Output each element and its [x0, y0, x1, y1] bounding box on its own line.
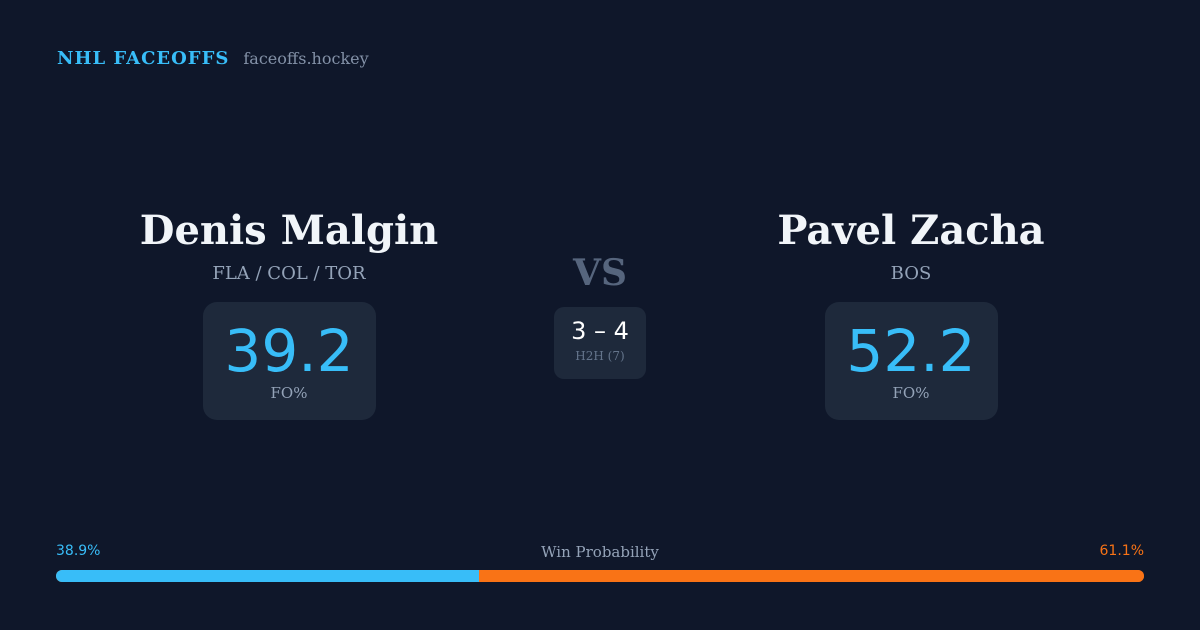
player-2-fo-label: FO% [892, 384, 930, 402]
win-prob-bar-right [479, 570, 1144, 582]
win-prob-bar-left [56, 570, 480, 582]
player-2-panel: Pavel Zacha BOS 52.2 FO% [701, 205, 1121, 420]
player-1-fo-label: FO% [270, 384, 308, 402]
player-1-panel: Denis Malgin FLA / COL / TOR 39.2 FO% [79, 205, 499, 420]
vs-label: VS [573, 252, 627, 294]
h2h-score: 3 – 4 [571, 317, 629, 345]
brand-domain: faceoffs.hockey [243, 49, 369, 68]
player-1-fo-pct: 39.2 [224, 317, 354, 385]
win-prob-title: Win Probability [541, 543, 659, 561]
win-prob-right: 61.1% [1099, 543, 1144, 559]
brand-header: NHL FACEOFFS faceoffs.hockey [57, 48, 369, 69]
player-2-name: Pavel Zacha [777, 207, 1045, 254]
win-prob-left: 38.9% [56, 543, 101, 559]
player-1-stat-card: 39.2 FO% [202, 302, 376, 420]
brand-name: NHL FACEOFFS [57, 48, 230, 69]
player-2-fo-pct: 52.2 [846, 317, 976, 385]
h2h-card: 3 – 4 H2H (7) [554, 307, 646, 379]
player-1-teams: FLA / COL / TOR [212, 263, 366, 284]
h2h-label: H2H (7) [575, 349, 625, 363]
player-1-name: Denis Malgin [139, 207, 439, 254]
win-probability-bar [56, 570, 1144, 582]
player-2-teams: BOS [890, 263, 932, 284]
player-2-stat-card: 52.2 FO% [824, 302, 998, 420]
